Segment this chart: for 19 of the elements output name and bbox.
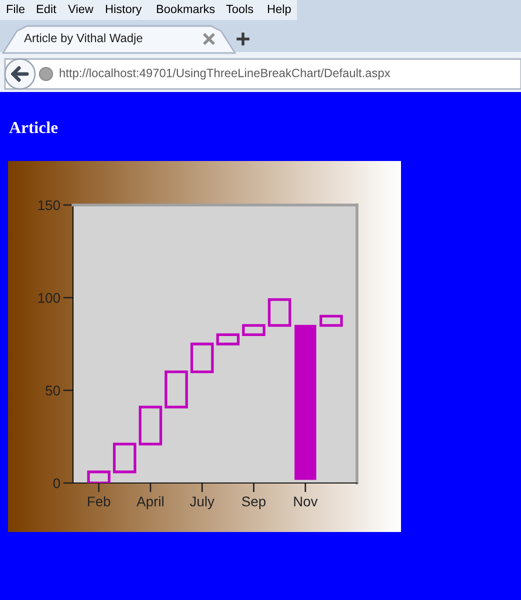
text: http://localhost:49701/UsingThreeLineBreakChart/Default.aspx xyxy=(60,68,390,80)
x-tick-label: April xyxy=(136,496,164,510)
text: Help xyxy=(268,4,291,16)
text: File xyxy=(6,4,24,14)
y-tick-label: 50 xyxy=(46,386,60,396)
x-tick-label: Nov xyxy=(294,496,318,506)
x-tick-label: Feb xyxy=(88,496,110,506)
text: Tools xyxy=(226,4,254,14)
y-tick-label: 100 xyxy=(38,293,60,303)
text: Edit xyxy=(36,4,56,14)
y-tick-label: 0 xyxy=(53,478,60,488)
text: Article by Vithal Wadje xyxy=(24,33,142,45)
x-tick-label: Sep xyxy=(242,496,266,510)
x-tick-label: July xyxy=(190,496,214,510)
chart-title: Article xyxy=(9,121,58,134)
y-tick-label: 150 xyxy=(38,200,60,210)
text: History xyxy=(106,4,142,16)
text: View xyxy=(68,4,94,14)
text: Bookmarks xyxy=(156,4,215,14)
